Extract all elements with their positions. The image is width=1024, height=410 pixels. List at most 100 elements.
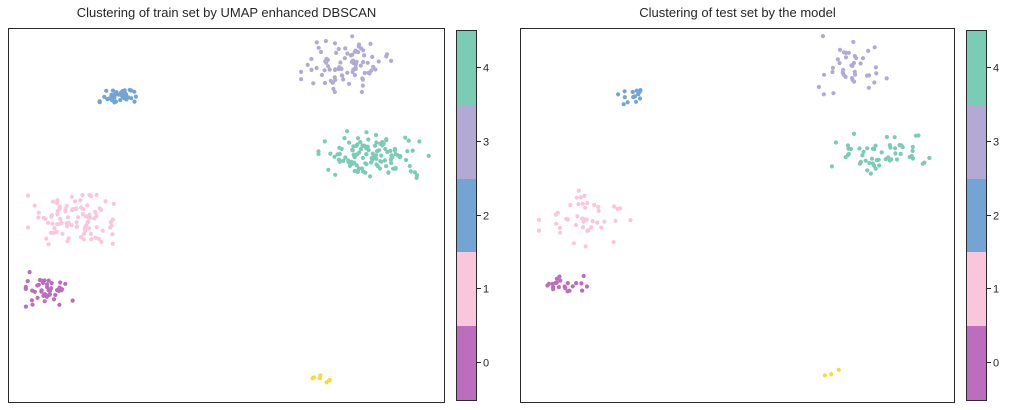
scatter-point-cluster-3	[851, 39, 856, 45]
scatter-point-cluster-4	[874, 158, 879, 163]
scatter-point-cluster-noise	[324, 380, 329, 385]
scatter-point-cluster-3	[305, 62, 310, 67]
scatter-point-cluster-1	[81, 237, 86, 242]
scatter-point-cluster-3	[318, 49, 324, 55]
colorbar-tick-label-2: 2	[993, 210, 1000, 222]
scatter-point-cluster-4	[383, 146, 388, 152]
colorbar-band-2	[967, 178, 986, 253]
scatter-point-cluster-0	[30, 302, 35, 307]
scatter-point-cluster-4	[364, 130, 369, 135]
scatter-point-cluster-3	[314, 40, 319, 45]
scatter-point-cluster-2	[132, 99, 137, 104]
scatter-point-cluster-4	[361, 169, 366, 174]
scatter-point-cluster-0	[545, 283, 550, 288]
scatter-point-cluster-3	[840, 70, 845, 75]
scatter-point-cluster-1	[586, 228, 591, 233]
scatter-point-cluster-3	[324, 60, 329, 65]
scatter-point-cluster-0	[580, 288, 585, 293]
scatter-point-cluster-noise	[822, 373, 827, 378]
scatter-point-cluster-4	[356, 166, 361, 171]
scatter-point-cluster-4	[893, 146, 898, 151]
scatter-point-cluster-4	[861, 149, 866, 154]
scatter-point-cluster-1	[582, 193, 587, 198]
scatter-point-cluster-4	[374, 156, 379, 161]
scatter-point-cluster-3	[345, 51, 350, 56]
scatter-point-cluster-1	[615, 206, 620, 211]
scatter-point-cluster-3	[352, 73, 357, 78]
scatter-point-cluster-4	[355, 136, 361, 141]
scatter-point-cluster-4	[829, 164, 834, 169]
scatter-point-cluster-4	[868, 171, 873, 176]
scatter-point-cluster-4	[843, 155, 848, 160]
scatter-point-cluster-1	[97, 206, 102, 211]
scatter-point-cluster-4	[406, 138, 411, 143]
scatter-point-cluster-0	[42, 299, 47, 304]
scatter-point-cluster-0	[579, 281, 584, 286]
scatter-point-cluster-1	[110, 232, 115, 237]
scatter-point-cluster-1	[81, 231, 86, 236]
scatter-point-cluster-3	[852, 79, 857, 84]
scatter-point-cluster-1	[583, 244, 588, 249]
scatter-point-cluster-3	[332, 41, 338, 46]
scatter-point-cluster-4	[897, 143, 902, 148]
scatter-point-cluster-3	[360, 83, 365, 88]
scatter-point-cluster-4	[833, 140, 838, 145]
scatter-point-cluster-4	[350, 148, 355, 153]
scatter-point-cluster-2	[633, 99, 639, 104]
scatter-point-cluster-4	[910, 144, 915, 149]
scatter-point-cluster-4	[368, 174, 373, 179]
scatter-point-cluster-4	[389, 155, 394, 160]
scatter-point-cluster-0	[29, 298, 34, 303]
scatter-point-cluster-4	[347, 140, 352, 145]
scatter-point-cluster-4	[397, 155, 402, 160]
scatter-point-cluster-3	[866, 85, 871, 90]
scatter-point-cluster-4	[851, 131, 857, 136]
scatter-point-cluster-3	[352, 49, 357, 54]
scatter-point-cluster-1	[575, 214, 580, 219]
scatter-point-cluster-3	[309, 67, 314, 72]
scatter-point-cluster-4	[365, 144, 370, 149]
scatter-point-cluster-3	[322, 68, 327, 73]
scatter-point-cluster-4	[894, 157, 900, 162]
scatter-point-cluster-1	[580, 225, 585, 230]
scatter-point-cluster-1	[536, 228, 541, 233]
scatter-point-cluster-4	[873, 143, 878, 148]
train-colorbar: 0 1 2 3 4	[456, 30, 489, 401]
scatter-point-cluster-0	[57, 302, 62, 307]
scatter-point-cluster-4	[341, 158, 346, 163]
colorbar-tick-label-0: 0	[993, 357, 1000, 370]
scatter-point-cluster-3	[371, 64, 376, 69]
scatter-point-cluster-3	[324, 56, 329, 61]
scatter-point-cluster-2	[102, 94, 107, 99]
scatter-point-cluster-0	[558, 278, 563, 283]
scatter-point-cluster-4	[870, 161, 875, 166]
scatter-point-cluster-4	[339, 146, 344, 151]
scatter-point-cluster-2	[97, 100, 102, 105]
colorbar-tick-label-4: 4	[993, 62, 1000, 75]
scatter-point-cluster-noise	[829, 372, 834, 377]
scatter-point-cluster-3	[350, 34, 355, 39]
scatter-point-cluster-4	[374, 140, 379, 145]
scatter-point-cluster-1	[83, 228, 88, 233]
scatter-point-cluster-1	[554, 221, 559, 226]
scatter-point-cluster-1	[25, 193, 31, 198]
colorbar-tick-1	[477, 288, 481, 290]
scatter-point-cluster-4	[907, 154, 912, 160]
scatter-point-cluster-4	[378, 159, 383, 164]
scatter-point-cluster-3	[843, 74, 848, 79]
scatter-point-cluster-4	[361, 143, 366, 148]
scatter-point-cluster-3	[360, 77, 365, 82]
scatter-point-cluster-1	[69, 194, 74, 199]
colorbar-band-3	[457, 104, 476, 179]
scatter-point-cluster-3	[820, 34, 826, 39]
scatter-point-cluster-1	[611, 240, 616, 245]
colorbar-tick-0	[477, 362, 481, 364]
scatter-point-cluster-3	[341, 77, 346, 82]
scatter-point-cluster-1	[44, 236, 49, 241]
scatter-point-cluster-3	[830, 69, 835, 75]
scatter-point-cluster-3	[860, 56, 866, 61]
scatter-point-cluster-3	[872, 45, 877, 50]
scatter-point-cluster-3	[362, 53, 367, 58]
scatter-point-cluster-1	[93, 210, 98, 215]
scatter-point-cluster-4	[393, 152, 398, 157]
